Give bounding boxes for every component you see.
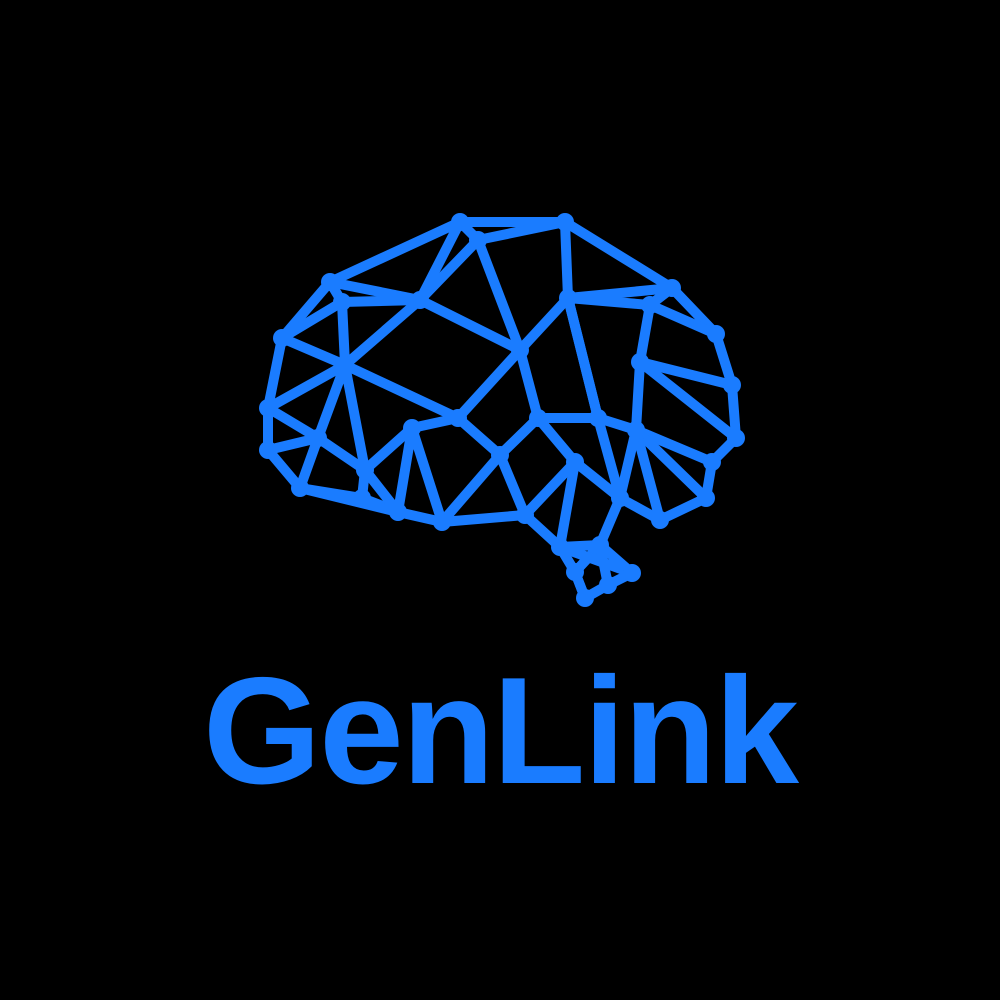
- brain-network-edge: [393, 423, 417, 517]
- brain-network-node: [723, 376, 741, 394]
- brain-network-node: [273, 329, 291, 347]
- brain-network-edge: [473, 217, 570, 245]
- brain-network-edge: [635, 357, 741, 443]
- brain-network-edge: [631, 425, 665, 525]
- brain-network-edge: [453, 413, 505, 460]
- brain-network-edge: [645, 300, 721, 339]
- brain-network-edge: [520, 457, 580, 520]
- brain-network-node: [663, 279, 681, 297]
- brain-network-edge: [495, 450, 530, 520]
- brain-network-edge: [340, 360, 370, 475]
- brain-network-node: [491, 446, 509, 464]
- brain-network-edge: [570, 457, 625, 503]
- brain-network-node: [551, 538, 569, 556]
- brain-network-node: [353, 489, 371, 507]
- brain-network-edge: [277, 297, 347, 343]
- brain-network-edge: [437, 450, 505, 527]
- brain-network-node: [403, 419, 421, 437]
- brain-network-node: [566, 453, 584, 471]
- brain-network-edge: [415, 217, 465, 305]
- brain-network-node: [591, 536, 609, 554]
- brain-network-edge: [560, 217, 573, 303]
- brain-network-edge: [631, 425, 717, 467]
- brain-network-edge: [407, 423, 447, 527]
- brain-network-node: [336, 356, 354, 374]
- brain-network-node: [516, 506, 534, 524]
- brain-network-node: [259, 441, 277, 459]
- brain-network-edge: [340, 295, 425, 370]
- brain-network-edge: [337, 295, 425, 307]
- brain-network-node: [321, 273, 339, 291]
- brain-network-edge: [453, 345, 525, 423]
- brain-network-node: [697, 489, 715, 507]
- brain-network-node: [641, 296, 659, 314]
- brain-network-edge: [313, 360, 350, 443]
- brain-network-edge: [593, 413, 625, 503]
- brain-network-edge: [295, 483, 403, 517]
- brain-network-node: [511, 341, 529, 359]
- brain-network-node: [469, 231, 487, 249]
- brain-network-node: [707, 325, 725, 343]
- brain-network-node: [389, 503, 407, 521]
- brain-network-node: [356, 461, 374, 479]
- brain-network-node: [433, 513, 451, 531]
- brain-network-edge: [277, 333, 350, 370]
- brain-network-edge: [635, 357, 737, 390]
- brain-network-edge: [555, 457, 580, 552]
- brain-network-edge: [515, 293, 573, 355]
- brain-network-edge: [631, 357, 645, 435]
- brain-network-edge: [563, 293, 655, 310]
- brain-network-node: [651, 511, 669, 529]
- brain-network-edge: [635, 300, 655, 367]
- brain-network-node: [599, 576, 617, 594]
- brain-network-edge: [263, 360, 350, 413]
- brain-network-node: [559, 289, 577, 307]
- brain-network-node: [451, 213, 469, 231]
- brain-network-node: [611, 489, 629, 507]
- brain-network-edge: [560, 217, 677, 293]
- brain-network-edge: [263, 403, 323, 443]
- brand-wordmark: GenLink: [202, 646, 799, 816]
- brain-network-node: [333, 293, 351, 311]
- brain-network-node: [627, 421, 645, 439]
- brain-network-node: [703, 453, 721, 471]
- brain-network-node: [291, 479, 309, 497]
- brain-network-edge: [515, 345, 543, 423]
- brain-network-edge: [415, 295, 525, 355]
- brain-network-node: [566, 563, 584, 581]
- brain-network-edge: [555, 542, 637, 578]
- brain-network-node: [623, 564, 641, 582]
- brain-network-edge: [563, 293, 603, 423]
- brain-network-node: [576, 589, 594, 607]
- brain-network-edge: [340, 360, 463, 423]
- brain-network-node: [259, 399, 277, 417]
- brain-network-node: [529, 409, 547, 427]
- brain-network-node: [309, 429, 327, 447]
- brain-network-node: [449, 409, 467, 427]
- brain-network-edge: [437, 510, 530, 527]
- brain-network-node: [589, 409, 607, 427]
- brain-network-icon: [259, 213, 745, 607]
- brain-network-edge: [325, 217, 465, 287]
- brain-network-edge: [263, 333, 287, 413]
- brain-network-node: [727, 429, 745, 447]
- brain-network-edge: [313, 433, 370, 475]
- brain-network-edge: [533, 413, 580, 467]
- brain-network-edge: [360, 423, 417, 475]
- brain-network-node: [631, 353, 649, 371]
- brain-network-node: [556, 213, 574, 231]
- brain-network-edge: [337, 297, 350, 370]
- brain-network-edge: [473, 235, 525, 355]
- brain-network-edge: [615, 425, 641, 503]
- brain-network-nodes: [259, 213, 745, 607]
- brain-network-edge: [631, 425, 711, 503]
- brain-network-node: [411, 291, 429, 309]
